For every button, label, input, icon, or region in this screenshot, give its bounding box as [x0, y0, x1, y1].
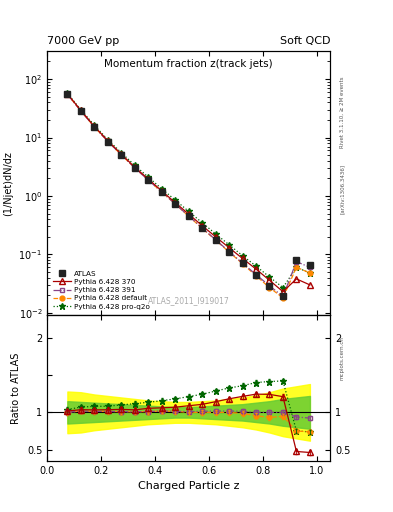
Text: mcplots.cern.ch: mcplots.cern.ch: [340, 336, 345, 380]
Text: ATLAS_2011_I919017: ATLAS_2011_I919017: [148, 296, 230, 305]
Text: Rivet 3.1.10, ≥ 2M events: Rivet 3.1.10, ≥ 2M events: [340, 77, 345, 148]
X-axis label: Charged Particle z: Charged Particle z: [138, 481, 239, 491]
Text: Soft QCD: Soft QCD: [280, 36, 330, 46]
Text: Momentum fraction z(track jets): Momentum fraction z(track jets): [104, 59, 273, 69]
Y-axis label: Ratio to ATLAS: Ratio to ATLAS: [11, 352, 21, 424]
Y-axis label: (1/Njet)dN/dz: (1/Njet)dN/dz: [3, 151, 13, 216]
Legend: ATLAS, Pythia 6.428 370, Pythia 6.428 391, Pythia 6.428 default, Pythia 6.428 pr: ATLAS, Pythia 6.428 370, Pythia 6.428 39…: [51, 269, 152, 312]
Text: 7000 GeV pp: 7000 GeV pp: [47, 36, 119, 46]
Text: [arXiv:1306.3436]: [arXiv:1306.3436]: [340, 164, 345, 215]
